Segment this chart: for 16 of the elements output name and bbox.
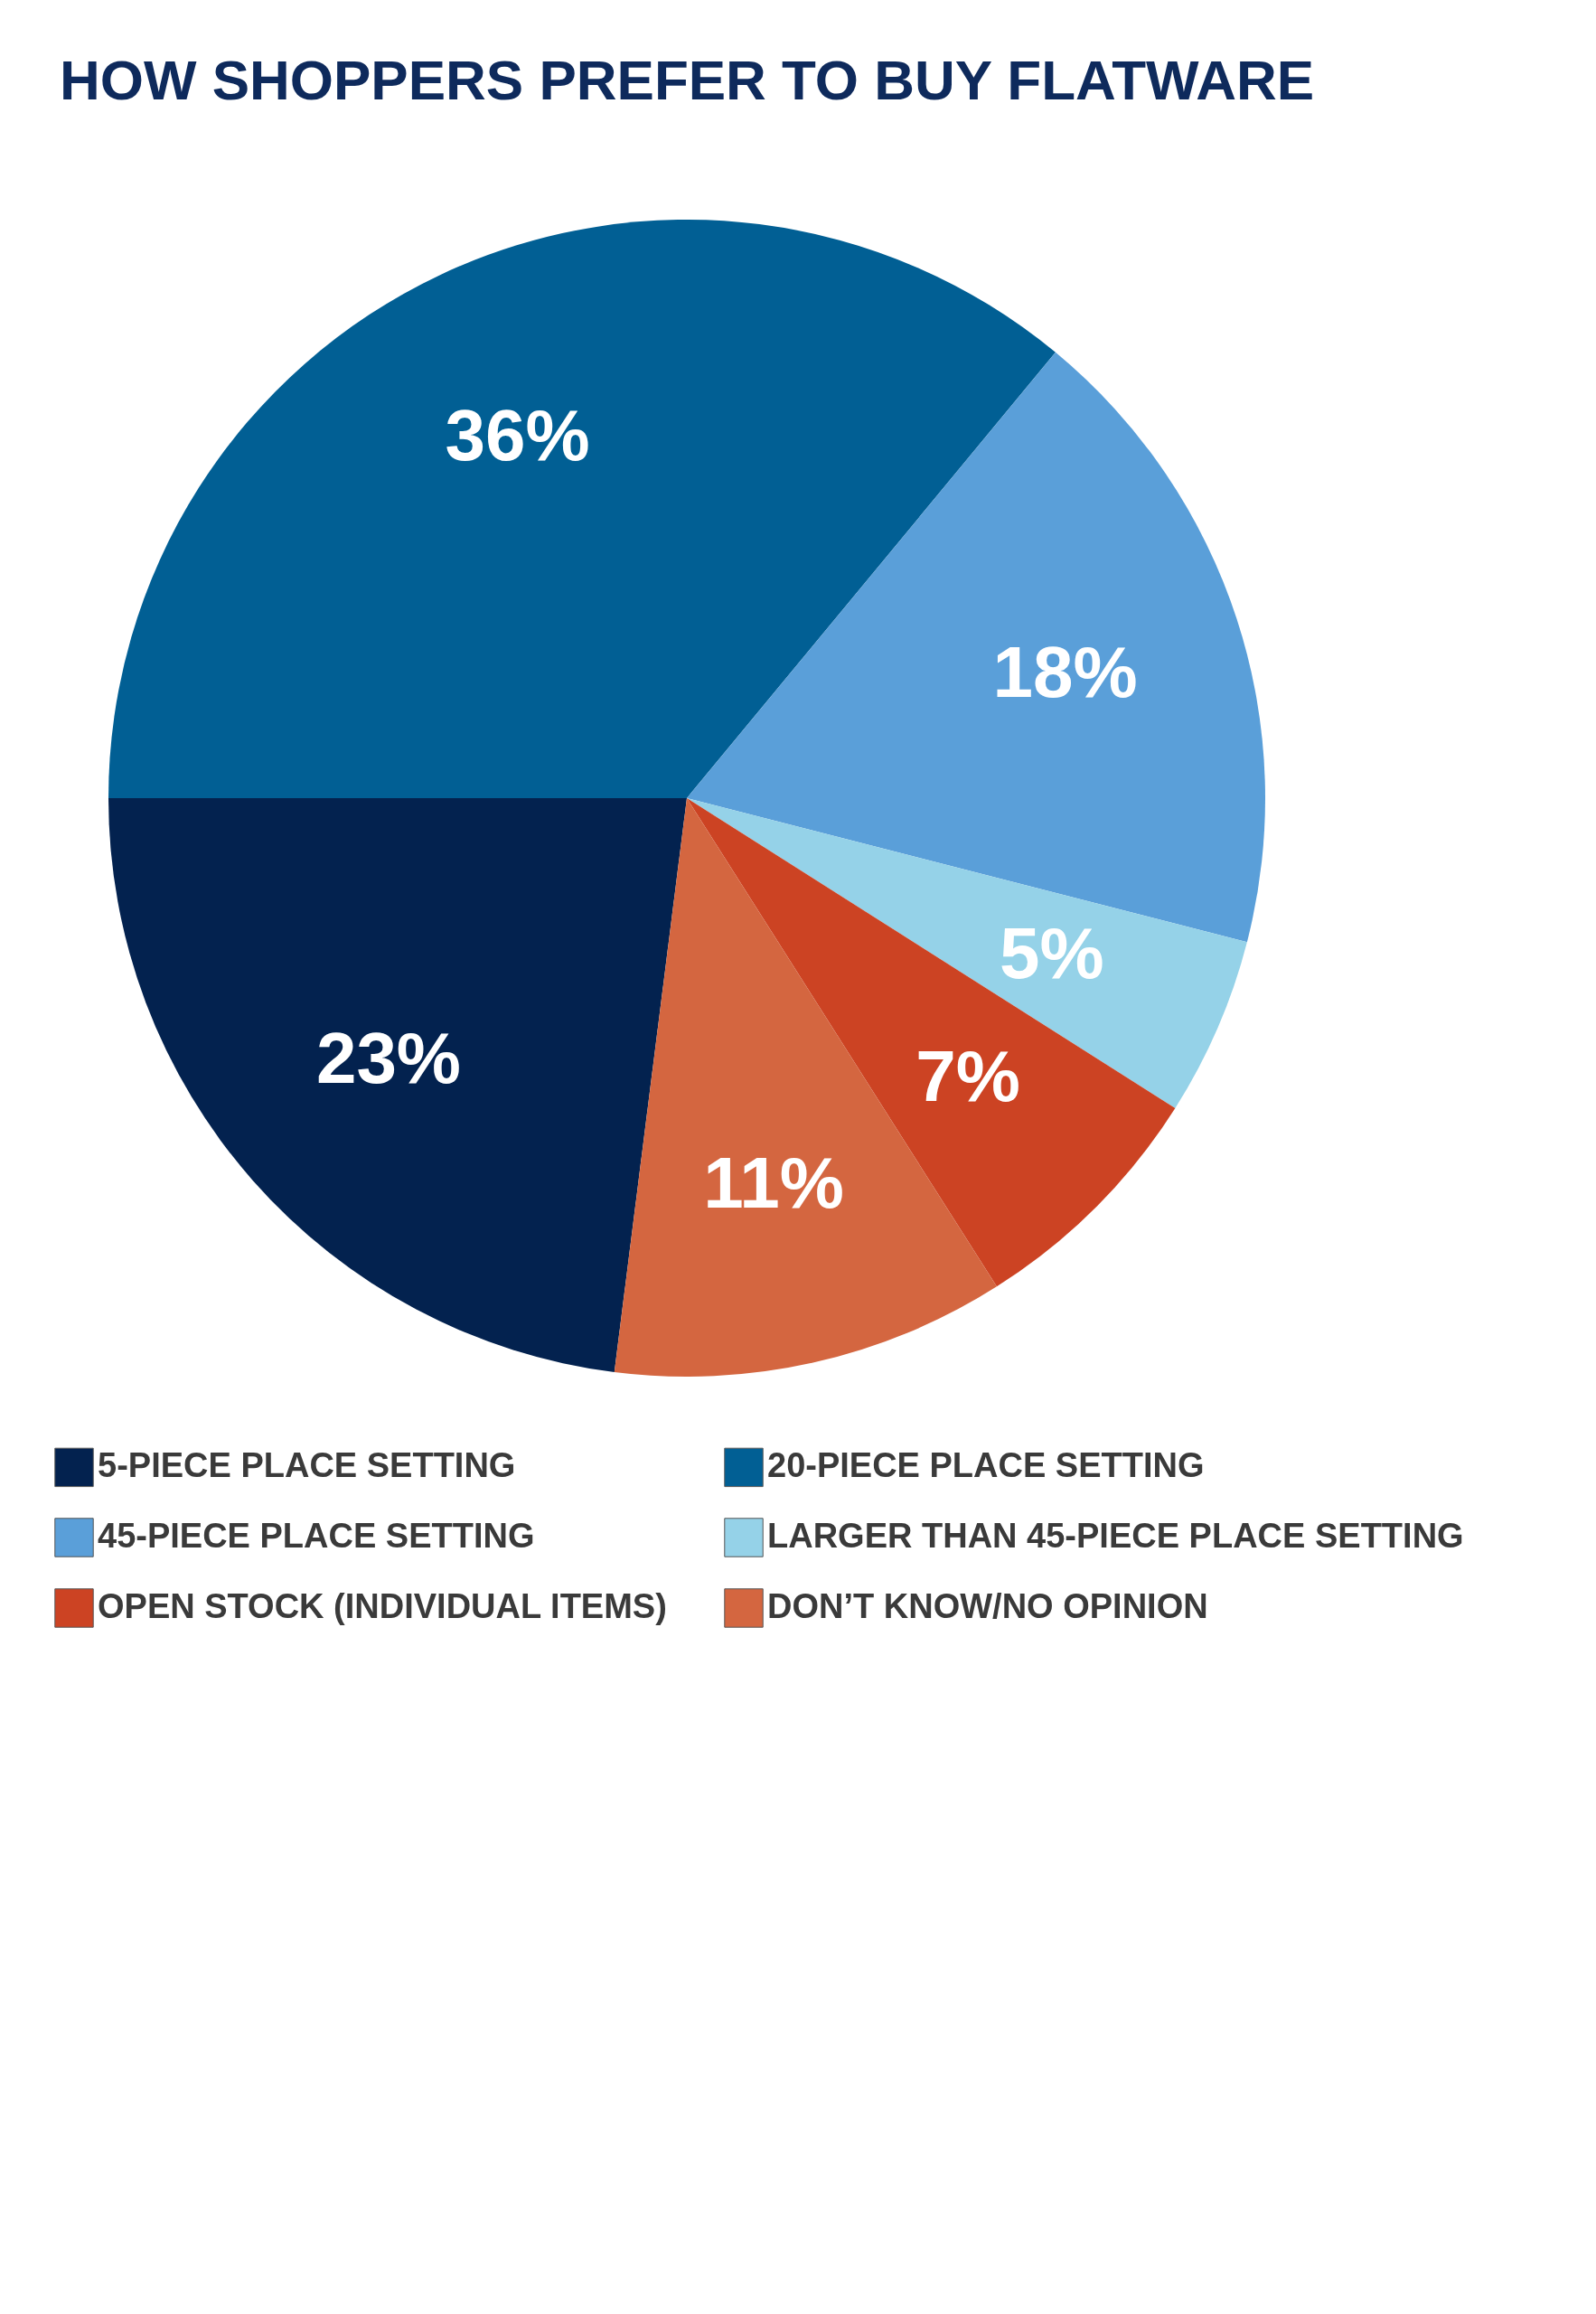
pie-slice xyxy=(687,798,1176,1287)
data-label: 23% xyxy=(315,1017,462,1098)
data-label: 18% xyxy=(992,632,1138,713)
chart-title: HOW SHOPPERS PREFER TO BUY FLATWARE xyxy=(59,49,1315,111)
legend-label: 20-PIECE PLACE SETTING xyxy=(767,1446,1205,1485)
pie-slice xyxy=(108,798,687,1372)
data-label: 7% xyxy=(915,1036,1020,1117)
legend-label: 45-PIECE PLACE SETTING xyxy=(98,1517,535,1555)
legend-label: OPEN STOCK (INDIVIDUAL ITEMS) xyxy=(98,1587,667,1625)
pie-slice xyxy=(687,798,1247,1108)
data-label: 11% xyxy=(703,1143,844,1224)
legend-label: DON’T KNOW/NO OPINION xyxy=(767,1587,1208,1625)
data-label: 36% xyxy=(445,394,590,475)
legend-label: 5-PIECE PLACE SETTING xyxy=(98,1446,516,1485)
data-label: 5% xyxy=(1000,912,1104,993)
legend-label: LARGER THAN 45-PIECE PLACE SETTING xyxy=(767,1517,1464,1555)
